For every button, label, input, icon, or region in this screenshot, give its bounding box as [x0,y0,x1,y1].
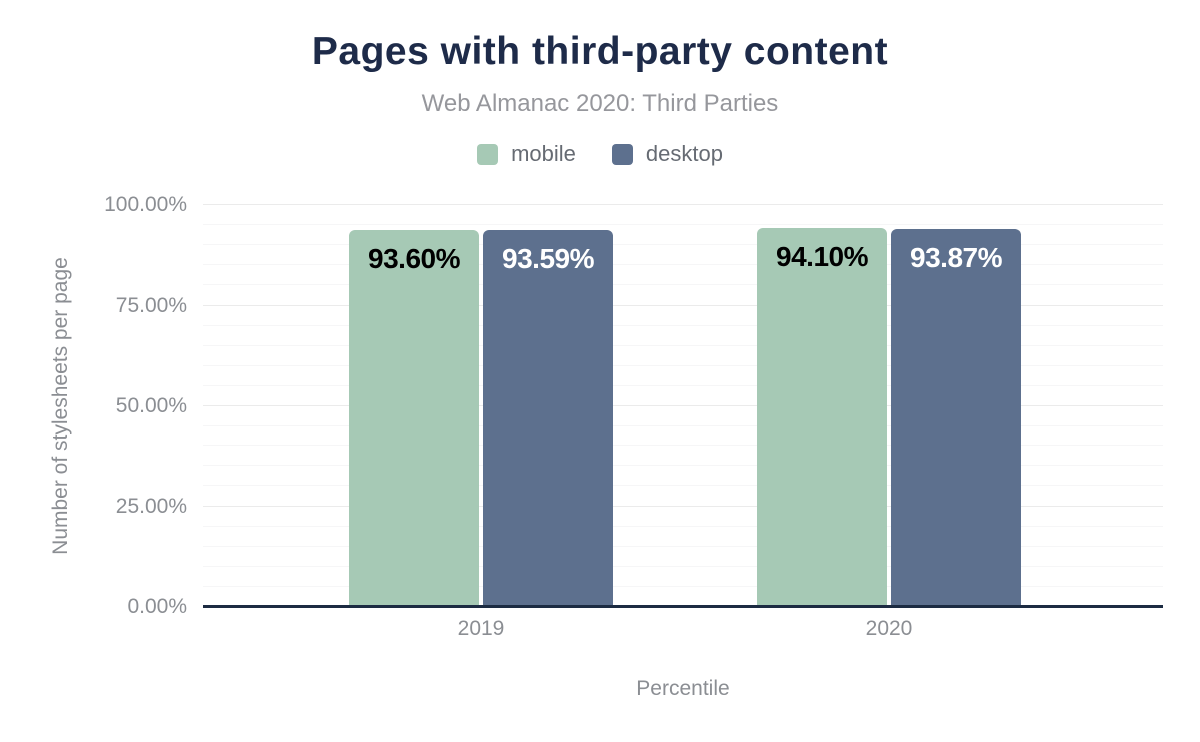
bar-desktop-2019[interactable]: 93.59% [483,229,613,606]
bar-value-label: 93.59% [502,242,594,274]
legend: mobile desktop [0,141,1200,167]
y-tick-label: 50.00% [115,394,187,417]
x-axis-title: Percentile [636,677,730,700]
chart-subtitle: Web Almanac 2020: Third Parties [421,90,779,117]
major-gridline [203,405,1163,406]
minor-gridline [203,384,1163,386]
minor-gridline [203,244,1163,246]
minor-gridline [203,264,1163,266]
bar-desktop-2020[interactable]: 93.87% [891,228,1021,606]
major-gridline [203,304,1163,306]
x-tick-label-2020: 2020 [865,617,913,640]
y-tick-label: 0.00% [127,595,187,618]
x-axis-line [203,605,1163,608]
chart-title: Pages with third-party content [311,30,889,73]
y-tick-label: 75.00% [115,293,187,317]
minor-gridline [203,445,1163,447]
minor-gridline [203,224,1163,226]
bar-value-label: 93.60% [368,242,460,274]
minor-gridline [203,565,1163,567]
minor-gridline [203,364,1163,366]
minor-gridline [203,425,1163,427]
legend-label: desktop [645,141,723,166]
bar-value-label: 94.10% [776,240,868,272]
legend-item-desktop: desktop [611,141,723,167]
y-axis-title: Number of stylesheets per page [49,257,72,555]
minor-gridline [203,545,1163,547]
legend-swatch-icon [611,143,633,165]
plot-area: 93.60% 93.59% 94.10% 93.87% [203,204,1163,606]
legend-swatch-icon [477,143,499,165]
minor-gridline [203,465,1163,467]
y-tick-label: 25.00% [115,494,187,518]
bar-mobile-2019[interactable]: 93.60% [349,229,479,606]
minor-gridline [203,585,1163,587]
minor-gridline [203,485,1163,487]
x-tick-label-2019: 2019 [457,617,505,640]
major-gridline [203,505,1163,507]
minor-gridline [203,344,1163,346]
minor-gridline [203,324,1163,326]
bar-mobile-2020[interactable]: 94.10% [757,227,887,606]
bar-value-label: 93.87% [910,241,1002,273]
major-gridline [203,204,1163,205]
minor-gridline [203,525,1163,527]
minor-gridline [203,284,1163,286]
legend-item-mobile: mobile [477,141,576,167]
legend-label: mobile [511,141,576,166]
y-tick-label: 100.00% [104,193,187,216]
